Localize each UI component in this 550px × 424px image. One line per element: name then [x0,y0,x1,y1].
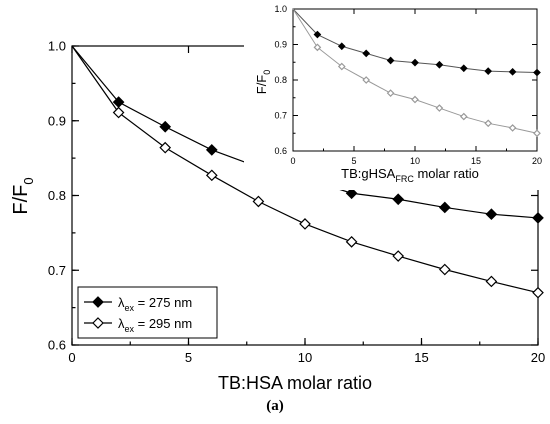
data-point-2 [345,235,358,248]
inset-y-tick-label: 1.0 [274,4,287,14]
data-point-1 [205,144,218,156]
data-point-2 [299,218,311,230]
inset-data-point-1 [484,67,493,75]
data-point-2 [205,169,218,182]
legend-marker-2 [92,317,104,329]
inset-x-tick-label: 15 [471,156,481,166]
figure-caption: (a) [266,398,284,414]
data-point-2 [159,141,172,154]
inset-data-point-1 [435,60,444,69]
inset-data-point-1 [362,49,371,58]
inset-data-point-2 [508,124,517,132]
legend-label-1: λex = 275 nm [118,295,192,313]
y-tick-label: 1.0 [48,39,66,54]
data-point-2 [392,250,405,262]
inset-data-point-2 [386,89,395,97]
inset-data-point-2 [313,43,322,52]
inset-x-tick-label: 10 [410,156,420,166]
x-tick-label: 15 [414,350,428,365]
data-point-2 [112,106,125,119]
inset-x-axis-label: TB:gHSAFRC molar ratio [341,166,479,184]
inset-chart: 0 5 10 15 20 0.6 0.7 0.8 0.9 1.0 TB:gHSAFRC molar … [244,4,548,190]
data-point-2 [485,275,498,288]
inset-y-axis-label: F/F0 [254,70,272,95]
inset-data-point-2 [484,119,493,128]
x-tick-label: 0 [68,350,75,365]
x-tick-label: 5 [185,350,192,365]
data-point-1 [532,212,544,224]
inset-y-tick-label: 0.8 [274,75,287,85]
legend-box [77,286,218,339]
y-tick-label: 0.8 [48,188,66,203]
main-chart: 0 5 10 15 20 0.6 0.7 0.8 0.9 1.0 TB:HSA molar rati… [10,39,545,393]
inset-data-point-1 [533,68,541,77]
inset-data-point-2 [362,76,371,84]
inset-background [244,4,548,190]
inset-data-point-2 [411,95,419,104]
inset-y-tick-label: 0.6 [274,146,287,156]
data-point-2 [252,195,265,208]
data-point-2 [532,286,544,299]
inset-data-point-1 [459,64,468,73]
inset-data-point-1 [386,56,395,65]
y-tick-label: 0.7 [48,263,66,278]
data-point-2 [438,263,451,276]
inset-data-point-1 [313,30,322,39]
y-tick-label: 0.9 [48,113,66,128]
inset-data-point-2 [337,62,346,71]
x-tick-label: 10 [298,350,312,365]
inset-y-tick-label: 0.9 [274,40,287,50]
data-point-1 [392,193,405,206]
data-point-1 [485,208,498,221]
legend-marker-1 [92,296,104,308]
inset-x-tick-label: 0 [290,156,295,166]
data-point-1 [159,120,172,133]
inset-data-point-2 [459,112,468,121]
inset-data-point-1 [508,67,517,76]
data-point-1 [345,187,358,200]
y-tick-label: 0.6 [48,338,66,353]
legend: λex = 275 nm λex = 295 nm [77,286,218,339]
inset-x-tick-label: 20 [532,156,542,166]
x-axis-label: TB:HSA molar ratio [218,373,372,393]
inset-data-point-2 [435,104,444,112]
inset-x-tick-label: 5 [351,156,356,166]
x-tick-label: 20 [531,350,545,365]
inset-data-point-1 [411,58,419,67]
data-point-1 [438,201,451,214]
inset-data-point-1 [337,42,346,51]
y-axis-label: F/F0 [10,177,36,214]
inset-data-point-2 [533,129,541,138]
inset-y-tick-label: 0.7 [274,111,287,121]
legend-label-2: λex = 295 nm [118,316,192,334]
